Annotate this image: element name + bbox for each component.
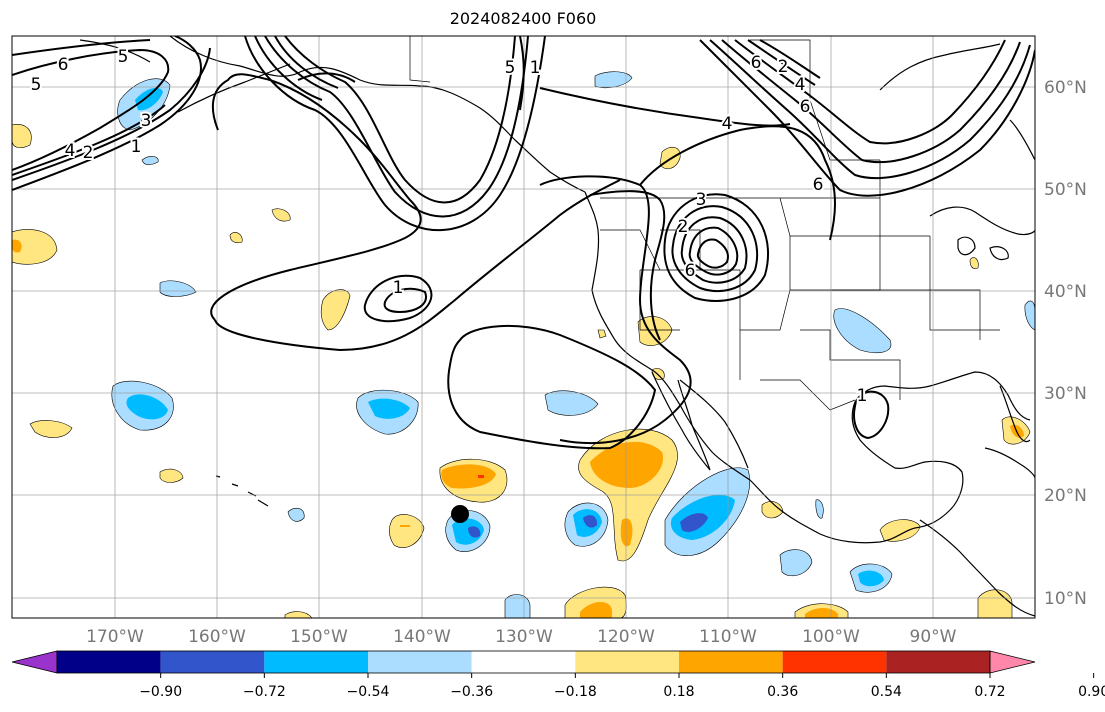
contour-label: 3 <box>696 190 707 210</box>
colorbar-tick-labels: −0.90 −0.72 −0.54 −0.36 −0.18 0.18 0.36 0.54 0.7… <box>139 684 1105 700</box>
contour-label: 1 <box>857 386 868 406</box>
longitude-label: 90°W <box>910 627 957 647</box>
contour-label: 2 <box>678 217 689 237</box>
latitude-label: 50°N <box>1044 180 1087 200</box>
gridlines <box>12 36 1035 618</box>
contour-label: 3 <box>141 111 152 131</box>
contour-label: 6 <box>751 53 762 73</box>
colorbar-segment <box>264 651 368 673</box>
longitude-label: 160°W <box>188 627 246 647</box>
latitude-label: 20°N <box>1044 486 1087 506</box>
colorbar-segment <box>575 651 679 673</box>
colorbar <box>11 650 1095 678</box>
colorbar-tick-label: 0.72 <box>974 684 1005 700</box>
longitude-label: 120°W <box>597 627 655 647</box>
colorbar-segment <box>679 651 783 673</box>
contour-label: 4 <box>65 141 76 161</box>
longitude-label: 170°W <box>86 627 144 647</box>
contour-label: 1 <box>530 58 541 78</box>
contour-label: 4 <box>795 75 806 95</box>
contour-label: 6 <box>58 55 69 75</box>
longitude-labels: 170°W 160°W 150°W 140°W 130°W 120°W 110°W 100°W… <box>86 627 957 647</box>
colorbar-tick-label: 0.36 <box>767 684 798 700</box>
colorbar-segment <box>368 651 472 673</box>
longitude-label: 140°W <box>393 627 451 647</box>
longitude-label: 130°W <box>495 627 553 647</box>
colorbar-outline <box>56 650 991 674</box>
colorbar-tick-label: −0.72 <box>243 684 286 700</box>
colorbar-segment <box>471 651 576 673</box>
contour-label: 6 <box>813 175 824 195</box>
colorbar-tick-label: 0.18 <box>663 684 694 700</box>
latitude-label: 40°N <box>1044 282 1087 302</box>
colorbar-tick-label: 0.54 <box>871 684 902 700</box>
contour-label: 6 <box>800 97 811 117</box>
colorbar-tick-label: 0.90 <box>1078 684 1105 700</box>
contour-label: 5 <box>118 47 129 67</box>
colorbar-tick-label: −0.36 <box>450 684 493 700</box>
colorbar-extend-min <box>11 650 58 674</box>
contour-label: 5 <box>505 58 516 78</box>
contour-lines <box>12 36 1035 450</box>
coastlines <box>79 36 1035 617</box>
storm-position-marker <box>451 505 469 523</box>
longitude-label: 150°W <box>290 627 348 647</box>
contour-label: 2 <box>778 57 789 77</box>
colorbar-extend-max <box>989 650 1036 674</box>
contour-label: 6 <box>685 261 696 281</box>
latitude-label: 60°N <box>1044 78 1087 98</box>
colorbar-segment <box>160 651 265 673</box>
colorbar-tick-label: −0.90 <box>139 684 182 700</box>
contour-label: 4 <box>722 114 733 134</box>
latitude-label: 30°N <box>1044 384 1087 404</box>
longitude-label: 100°W <box>802 627 860 647</box>
colorbar-tick-label: −0.54 <box>347 684 390 700</box>
colorbar-segment <box>886 651 990 673</box>
political-borders <box>409 36 1000 411</box>
contour-label: 5 <box>31 75 42 95</box>
contour-label: 2 <box>83 143 94 163</box>
colorbar-tick-label: −0.18 <box>554 684 597 700</box>
latitude-label: 10°N <box>1044 589 1087 609</box>
contour-label: 1 <box>393 278 404 298</box>
map-title: 2024082400 F060 <box>449 9 597 28</box>
colorbar-segment <box>57 651 161 673</box>
longitude-label: 110°W <box>699 627 757 647</box>
map-frame <box>11 35 1036 619</box>
colorbar-segment <box>782 651 887 673</box>
latitude-labels: 60°N 50°N 40°N 30°N 20°N 10°N <box>1044 78 1087 609</box>
contour-label: 1 <box>131 137 142 157</box>
